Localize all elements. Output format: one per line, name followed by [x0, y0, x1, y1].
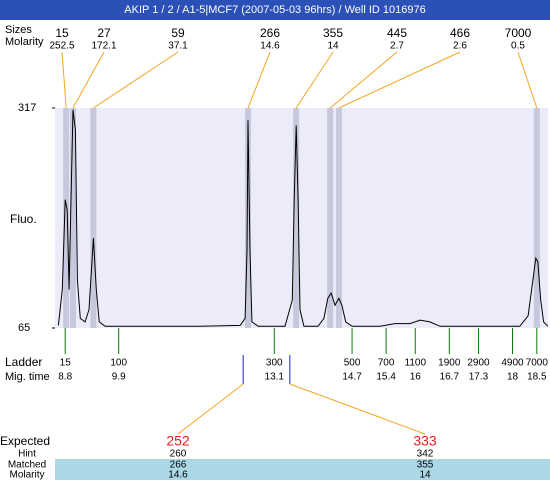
mig-time-label: Mig. time: [5, 371, 50, 383]
ladder-size: 300: [266, 358, 283, 369]
peak-band: [245, 108, 252, 328]
matched-size: 355: [417, 460, 434, 471]
ladder-time: 13.1: [265, 372, 285, 383]
ladder-size: 1100: [405, 358, 427, 369]
peak-size-label: Sizes: [5, 24, 32, 36]
ladder-time: 18: [507, 372, 519, 383]
expected-size: 252: [166, 433, 190, 449]
peak-size: 445: [387, 26, 407, 40]
peak-molarity: 172.1: [91, 41, 116, 52]
trace: [57, 109, 549, 327]
peak-size: 466: [450, 26, 470, 40]
peak-connector: [517, 51, 538, 109]
peak-band: [63, 108, 70, 328]
ladder-time: 9.9: [112, 372, 126, 383]
peak-size: 7000: [505, 26, 532, 40]
peak-size: 15: [55, 26, 69, 40]
peak-connector: [329, 51, 398, 109]
expected-size: 333: [413, 433, 437, 449]
expected-connector: [289, 383, 426, 435]
ladder-time: 16: [410, 372, 422, 383]
hint-size: 342: [417, 449, 434, 460]
peak-molarity: 2.7: [390, 41, 404, 52]
ladder-size: 500: [344, 358, 361, 369]
ladder-size: 15: [60, 358, 72, 369]
ladder-time: 16.7: [440, 372, 460, 383]
matched-row-bg: [55, 459, 550, 480]
ladder-time: 15.4: [376, 372, 396, 383]
ladder-size: 2900: [467, 358, 490, 369]
ladder-time: 8.8: [58, 372, 72, 383]
peak-connector: [338, 51, 461, 109]
peak-band: [335, 108, 342, 328]
title: AKIP 1 / 2 / A1-5|MCF7 (2007-05-03 96hrs…: [124, 4, 425, 16]
matched-molarity: 14.6: [168, 470, 188, 480]
ladder-size: 7000: [526, 358, 549, 369]
peak-size: 27: [97, 26, 111, 40]
hint-size: 260: [170, 449, 187, 460]
peak-molarity: 37.1: [168, 41, 188, 52]
ladder-size: 4900: [501, 358, 524, 369]
peak-size: 355: [323, 26, 343, 40]
peak-molarity: 14.6: [260, 41, 280, 52]
peak-connector: [247, 51, 271, 109]
ladder-size: 1900: [438, 358, 461, 369]
peak-molarity: 14: [327, 41, 339, 52]
hint-label: Hint: [18, 449, 36, 460]
y-tick-label: 65: [18, 322, 30, 334]
matched-size: 266: [170, 460, 187, 471]
peak-molarity: 0.5: [511, 41, 525, 52]
expected-connector: [177, 383, 244, 435]
peak-molarity-label: Molarity: [5, 36, 44, 48]
ladder-time: 14.7: [342, 372, 362, 383]
plot-area: [55, 108, 548, 328]
ladder-size: 700: [378, 358, 395, 369]
peak-band: [293, 108, 300, 328]
peak-molarity: 2.6: [453, 41, 467, 52]
peak-connector: [72, 51, 105, 109]
peak-connector: [93, 51, 179, 109]
peak-band: [69, 108, 76, 328]
ladder-time: 18.5: [527, 372, 547, 383]
title-bar: [0, 0, 550, 20]
ladder-label: Ladder: [5, 355, 42, 369]
matched-molarity: 14: [419, 470, 431, 480]
peak-molarity: 252.5: [49, 41, 74, 52]
y-tick-label: 317: [18, 102, 36, 114]
peak-band: [90, 108, 97, 328]
matched-label: Matched: [8, 460, 46, 471]
expected-label: Expected: [0, 434, 50, 448]
molarity-label: Molarity: [9, 470, 44, 480]
y-axis-label: Fluo.: [10, 212, 37, 226]
peak-connector: [295, 51, 334, 109]
ladder-size: 100: [110, 358, 127, 369]
peak-size: 266: [260, 26, 280, 40]
peak-connector: [61, 51, 67, 109]
peak-band: [533, 108, 540, 328]
ladder-time: 17.3: [469, 372, 489, 383]
peak-size: 59: [171, 26, 185, 40]
peak-band: [327, 108, 334, 328]
